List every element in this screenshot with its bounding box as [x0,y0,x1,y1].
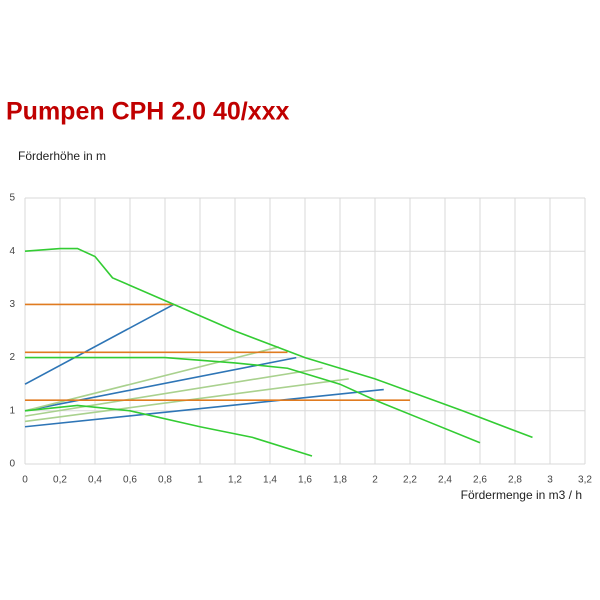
series-line [24,404,313,457]
x-tick-label: 2,4 [438,475,452,486]
x-tick-label: 1 [197,475,203,486]
x-tick-label: 2,6 [473,475,487,486]
y-tick-label: 1 [9,405,15,416]
series-line [24,367,323,417]
x-tick-label: 0,2 [53,475,67,486]
y-axis-label: Förderhöhe in m [18,149,106,163]
x-tick-label: 0 [22,475,28,486]
x-tick-label: 2,2 [403,475,417,486]
x-tick-label: 1,6 [298,475,312,486]
chart-title: Pumpen CPH 2.0 40/xxx [6,98,290,126]
y-tick-label: 2 [9,352,15,363]
x-tick-label: 3,2 [578,475,592,486]
x-tick-label: 0,8 [158,475,172,486]
x-tick-label: 0,4 [88,475,102,486]
y-tick-label: 5 [9,193,15,204]
series-line [24,346,279,412]
x-axis-label: Fördermenge in m3 / h [461,488,582,502]
x-tick-label: 2 [372,475,378,486]
series-line [24,388,384,428]
series-line [25,356,481,444]
series-line [24,356,297,412]
x-tick-label: 0,6 [123,475,137,486]
y-tick-label: 4 [9,246,15,257]
series-line [24,247,533,439]
y-tick-label: 3 [9,299,15,310]
y-tick-label: 0 [9,459,15,470]
series-line [24,303,175,385]
x-tick-label: 1,2 [228,475,242,486]
x-tick-label: 1,8 [333,475,347,486]
x-tick-label: 1,4 [263,475,277,486]
x-tick-label: 2,8 [508,475,522,486]
x-tick-label: 3 [547,475,553,486]
